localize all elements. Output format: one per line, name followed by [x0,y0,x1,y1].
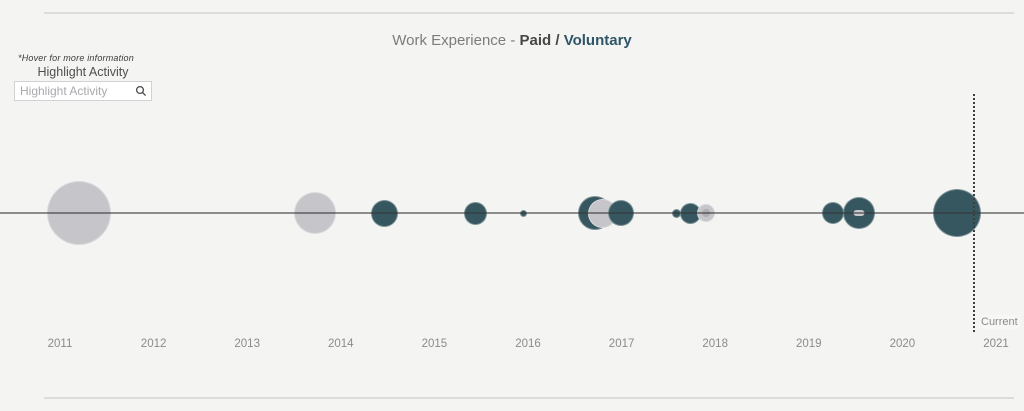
bubble-voluntary[interactable] [463,201,487,225]
year-tick-2013: 2013 [234,338,260,350]
title-separator: / [551,32,564,49]
bubble-voluntary[interactable] [843,197,875,229]
highlight-activity-search[interactable] [14,81,152,101]
bubble-voluntary[interactable] [933,189,981,237]
year-axis: 2011 2012 2013 2014 2015 2016 2017 2018 2019 2020… [0,338,1024,354]
bubble-voluntary[interactable] [822,202,844,224]
title-prefix: Work Experience - [392,32,520,49]
year-tick-2016: 2016 [515,338,541,350]
top-divider [44,12,1014,14]
year-tick-2020: 2020 [889,338,916,350]
title-paid: Paid [519,32,552,49]
bubble-inner-pill [853,210,865,216]
search-icon[interactable] [134,84,148,98]
year-tick-2014: 2014 [328,338,354,350]
bubble-voluntary[interactable] [608,200,634,226]
bubble-paid[interactable] [294,192,336,234]
year-tick-2018: 2018 [702,338,728,350]
bottom-divider [44,397,1014,399]
year-tick-2011: 2011 [47,338,73,350]
year-tick-2019: 2019 [796,338,822,350]
year-tick-2015: 2015 [421,338,448,350]
year-tick-2017: 2017 [608,338,635,350]
current-label: Current [979,315,1020,329]
chart-title: Work Experience - Paid / Voluntary [0,32,1024,49]
year-tick-2021: 2021 [983,338,1009,350]
hover-hint-text: *Hover for more information [18,53,134,63]
search-input[interactable] [15,84,134,98]
bubble-voluntary[interactable] [519,209,527,217]
bubble-inner-dot [702,209,710,217]
year-tick-2012: 2012 [140,338,167,350]
bubble-voluntary[interactable] [370,199,398,227]
bubble-paid[interactable] [47,181,111,245]
highlight-activity-label: Highlight Activity [37,65,129,79]
bubble-paid[interactable] [697,204,715,222]
title-voluntary: Voluntary [563,32,632,49]
